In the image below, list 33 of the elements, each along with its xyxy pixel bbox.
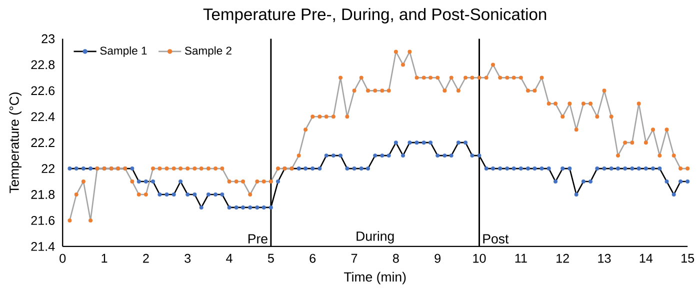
x-tick-label: 12: [556, 254, 569, 263]
x-tick-label: 2: [143, 254, 149, 263]
x-tick-label: 4: [226, 254, 232, 263]
chart-title: Temperature Pre-, During, and Post-Sonication: [203, 8, 546, 24]
x-tick-label: 11: [515, 254, 527, 263]
legend-label: Sample 2: [184, 46, 232, 57]
x-tick-label: 3: [184, 254, 191, 263]
x-tick-label: 5: [268, 254, 274, 263]
legend-label: Sample 1: [100, 46, 147, 57]
ref-line-label: Pre: [248, 234, 268, 244]
x-tick-label: 13: [598, 254, 611, 263]
y-tick-label: 21.8: [31, 190, 55, 199]
x-tick-label: 1: [102, 254, 108, 263]
x-tick-label: 8: [392, 254, 399, 263]
y-tick-label: 22.4: [31, 112, 55, 121]
x-tick-label: 15: [682, 254, 694, 263]
x-tick-label: 14: [640, 254, 653, 263]
x-tick-label: 9: [434, 254, 440, 263]
y-tick-label: 21.6: [31, 216, 55, 225]
y-axis-title: Temperature (°C): [9, 92, 22, 194]
y-tick-label: 23: [42, 34, 55, 44]
y-tick-label: 22.2: [31, 138, 54, 147]
y-tick-label: 22.8: [31, 60, 55, 70]
y-tick-label: 22: [42, 164, 54, 173]
x-tick-label: 6: [310, 254, 316, 263]
x-tick-label: 10: [473, 254, 486, 263]
y-tick-label: 21.4: [31, 242, 55, 251]
x-tick-label: 7: [351, 254, 358, 263]
y-tick-label: 22.6: [31, 86, 55, 96]
ref-line-label: Post: [483, 234, 509, 244]
x-tick-label: 0: [60, 254, 66, 263]
x-axis-title: Time (min): [344, 272, 406, 284]
annotation: During: [356, 231, 394, 244]
